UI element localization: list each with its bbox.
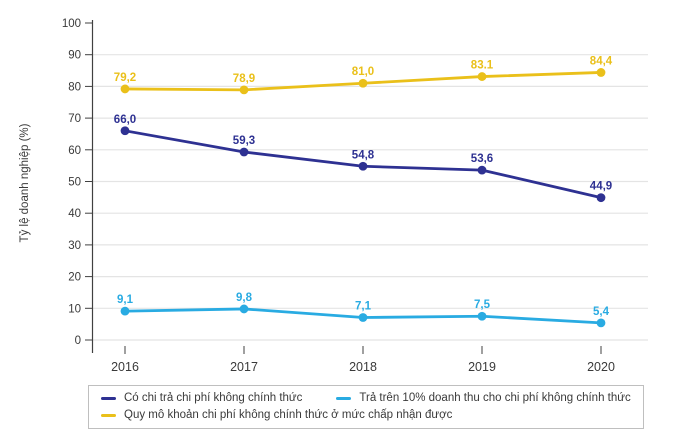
x-tick-label: 2019 — [468, 360, 496, 374]
data-point-label: 79,2 — [114, 72, 136, 84]
y-tick-label: 80 — [68, 81, 81, 93]
data-point-label: 54,8 — [352, 149, 375, 161]
data-point-label: 7,5 — [474, 299, 491, 311]
data-point-marker — [596, 193, 606, 203]
legend-line-swatch — [101, 414, 116, 417]
data-point-marker — [120, 306, 130, 316]
legend-line-swatch — [101, 397, 116, 400]
data-point-marker — [596, 318, 606, 328]
legend-row: Có chi trả chi phí không chính thức Trả … — [101, 390, 635, 407]
data-point-label: 9,8 — [236, 292, 253, 304]
data-point-label: 83.1 — [471, 60, 494, 72]
data-point-marker — [120, 84, 130, 94]
y-tick-label: 90 — [68, 50, 81, 62]
data-point-label: 81,0 — [352, 66, 374, 78]
data-point-label: 5,4 — [593, 306, 610, 318]
data-point-marker — [358, 161, 368, 171]
data-point-label: 66,0 — [114, 114, 136, 126]
y-tick-label: 20 — [68, 272, 81, 284]
data-point-marker — [358, 78, 368, 88]
legend-item-over-10pct-revenue: Trả trên 10% doanh thu cho chi phí không… — [336, 390, 631, 407]
data-point-label: 7,1 — [355, 300, 372, 312]
legend-item-paid-informal-charges: Có chi trả chi phí không chính thức — [101, 390, 302, 407]
y-tick-label: 10 — [68, 303, 81, 315]
y-tick-label: 50 — [68, 177, 81, 189]
legend-line-swatch — [336, 397, 352, 400]
y-tick-label: 100 — [62, 18, 81, 30]
legend-label: Có chi trả chi phí không chính thức — [124, 392, 303, 404]
data-point-marker — [239, 85, 249, 95]
data-point-label: 84,4 — [590, 55, 613, 67]
x-tick-label: 2017 — [230, 360, 258, 374]
data-point-marker — [477, 311, 487, 321]
y-tick-label: 60 — [68, 145, 81, 157]
x-tick-label: 2020 — [587, 360, 615, 374]
legend-label: Quy mô khoản chi phí không chính thức ở … — [124, 409, 453, 421]
y-tick-label: 30 — [68, 240, 81, 252]
y-tick-label: 40 — [68, 208, 81, 220]
x-tick-label: 2016 — [111, 360, 139, 374]
legend-item-acceptable-level: Quy mô khoản chi phí không chính thức ở … — [101, 407, 452, 424]
data-point-marker — [596, 68, 606, 77]
data-point-marker — [358, 313, 368, 322]
y-tick-label: 70 — [68, 113, 81, 125]
legend-row: Quy mô khoản chi phí không chính thức ở … — [101, 407, 635, 424]
data-point-marker — [477, 165, 487, 175]
legend-label: Trả trên 10% doanh thu cho chi phí không… — [359, 392, 631, 404]
y-axis-title: Tỷ lệ doanh nghiệp (%) — [19, 123, 31, 243]
data-point-label: 53,6 — [471, 153, 493, 165]
data-point-marker — [239, 147, 249, 157]
data-point-label: 44,9 — [590, 181, 612, 193]
data-point-label: 59,3 — [233, 135, 255, 147]
y-tick-label: 0 — [75, 335, 81, 347]
data-point-marker — [239, 304, 249, 314]
data-point-marker — [120, 126, 130, 136]
x-tick-label: 2018 — [349, 360, 377, 374]
data-point-label: 9,1 — [117, 294, 134, 306]
legend: Có chi trả chi phí không chính thức Trả … — [88, 385, 644, 429]
data-point-label: 78,9 — [233, 73, 255, 85]
data-point-marker — [477, 72, 487, 81]
